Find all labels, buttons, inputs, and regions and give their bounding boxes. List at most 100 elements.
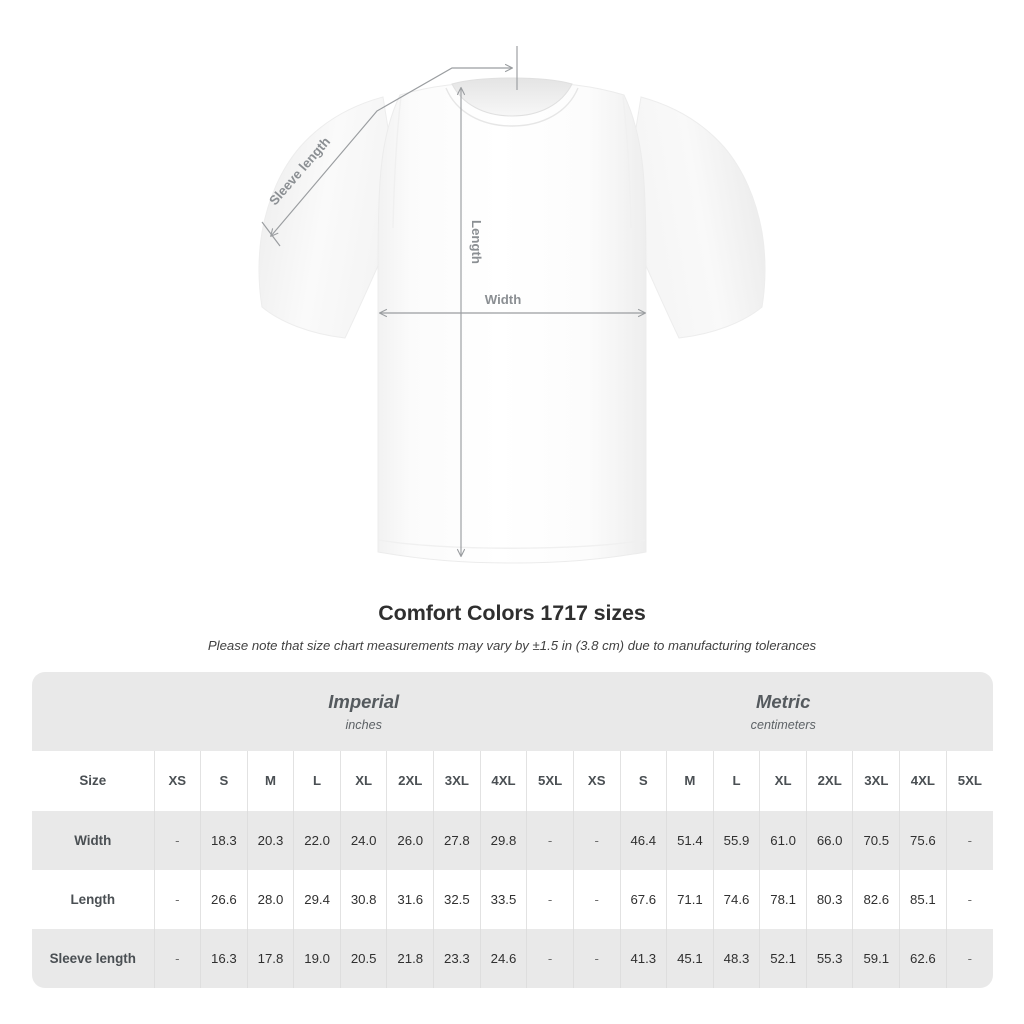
cell-length-imperial-2xl: 31.6 xyxy=(386,870,435,929)
cell-value: - xyxy=(547,891,553,907)
cell-value: 55.9 xyxy=(723,832,750,848)
cell-width-imperial-xl: 24.0 xyxy=(340,811,388,870)
size-header-xs-metric: XS xyxy=(573,751,621,811)
cell-value: 71.1 xyxy=(677,891,703,907)
cell-width-imperial-s: 18.3 xyxy=(200,811,248,870)
size-header-label: M xyxy=(264,773,276,788)
size-header-label: XL xyxy=(774,773,792,788)
size-header-m-imperial: M xyxy=(247,751,295,811)
size-header-label: XS xyxy=(168,773,187,788)
cell-width-imperial-5xl: - xyxy=(526,811,574,870)
width-label: Width xyxy=(485,292,522,307)
cell-width-metric-2xl: 66.0 xyxy=(806,811,854,870)
size-table-container: Imperial inches Metric centimeters Size XS S M L… xyxy=(32,672,993,988)
tshirt-illustration: Sleeve length Length Width xyxy=(258,46,766,564)
size-header-label: 3XL xyxy=(864,773,889,788)
size-header-2xl-metric: 2XL xyxy=(806,751,854,811)
cell-value: 29.4 xyxy=(304,891,330,907)
size-header-4xl-imperial: 4XL xyxy=(480,751,528,811)
cell-value: - xyxy=(547,832,553,848)
cell-value: 19.0 xyxy=(304,950,330,966)
cell-value: - xyxy=(967,832,973,848)
cell-length-imperial-s: 26.6 xyxy=(200,870,248,929)
cell-value: - xyxy=(594,832,599,848)
cell-value: 17.8 xyxy=(257,950,284,966)
cell-value: - xyxy=(547,950,553,966)
size-header-xs-imperial: XS xyxy=(154,751,202,811)
size-header-xl-imperial: XL xyxy=(340,751,388,811)
cell-value: 26.0 xyxy=(397,832,424,848)
length-label: Length xyxy=(469,220,484,264)
cell-width-imperial-2xl: 26.0 xyxy=(386,811,435,870)
cell-width-imperial-m: 20.3 xyxy=(247,811,295,870)
cell-sleeve-length-metric-5xl: - xyxy=(946,929,993,988)
cell-length-imperial-4xl: 33.5 xyxy=(480,870,528,929)
cell-value: - xyxy=(967,891,973,907)
cell-value: 51.4 xyxy=(677,832,703,848)
unit-band-spacer xyxy=(32,672,154,751)
cell-sleeve-length-metric-4xl: 62.6 xyxy=(899,929,947,988)
size-header-label: 2XL xyxy=(398,773,423,788)
unit-subtitle: inches xyxy=(345,717,382,732)
cell-value: - xyxy=(594,891,599,907)
table-row: Sleeve length - 16.3 17.8 19.0 20.5 21.8 23.3 24… xyxy=(32,929,993,988)
cell-sleeve-length-metric-l: 48.3 xyxy=(713,929,761,988)
size-header-label: S xyxy=(638,773,648,788)
cell-width-metric-4xl: 75.6 xyxy=(899,811,947,870)
cell-value: - xyxy=(175,832,180,848)
cell-sleeve-length-imperial-2xl: 21.8 xyxy=(386,929,435,988)
cell-width-metric-m: 51.4 xyxy=(666,811,714,870)
cell-sleeve-length-metric-2xl: 55.3 xyxy=(806,929,854,988)
cell-length-metric-s: 67.6 xyxy=(620,870,668,929)
cell-length-imperial-5xl: - xyxy=(526,870,574,929)
cell-length-metric-l: 74.6 xyxy=(713,870,761,929)
size-header-label: XS xyxy=(587,773,606,788)
cell-value: 55.3 xyxy=(816,950,843,966)
cell-width-metric-s: 46.4 xyxy=(620,811,668,870)
right-shoulder-seam xyxy=(622,95,632,229)
cell-value: 48.3 xyxy=(723,950,750,966)
row-label-text: Width xyxy=(74,832,112,848)
cell-value: 74.6 xyxy=(723,891,750,907)
sleeve-length-arrow xyxy=(270,63,514,237)
size-header-label: L xyxy=(732,773,741,788)
cell-sleeve-length-metric-m: 45.1 xyxy=(666,929,714,988)
cell-length-imperial-3xl: 32.5 xyxy=(433,870,481,929)
cell-value: 61.0 xyxy=(770,832,796,848)
row-label-width: Width xyxy=(32,811,155,870)
cell-value: 80.3 xyxy=(816,891,843,907)
size-header-l-metric: L xyxy=(713,751,761,811)
cell-length-imperial-l: 29.4 xyxy=(293,870,341,929)
unit-title: Imperial xyxy=(328,690,400,712)
row-label-sleeve-length: Sleeve length xyxy=(32,929,155,988)
size-header-m-metric: M xyxy=(666,751,714,811)
size-header-xl-metric: XL xyxy=(759,751,807,811)
cell-sleeve-length-metric-xl: 52.1 xyxy=(759,929,807,988)
cell-value: 75.6 xyxy=(910,832,936,848)
sleeve-tick-left xyxy=(261,221,281,247)
size-header-row: Size XS S M L XL 2XL 3XL 4XL 5XL XS S M L XL 2XL 3XL 4XL 5… xyxy=(32,751,993,811)
size-header-5xl-imperial: 5XL xyxy=(526,751,574,811)
size-header-label: 4XL xyxy=(910,773,935,788)
cell-length-metric-xs: - xyxy=(573,870,621,929)
cell-value: 41.3 xyxy=(630,950,657,966)
cell-value: 31.6 xyxy=(397,891,424,907)
size-header-label: S xyxy=(219,773,229,788)
size-table: Imperial inches Metric centimeters Size XS S M L… xyxy=(32,672,993,988)
size-header-label: XL xyxy=(355,773,373,788)
cell-value: 24.0 xyxy=(350,832,377,848)
cell-value: 16.3 xyxy=(211,950,237,966)
cell-value: 45.1 xyxy=(677,950,703,966)
cell-sleeve-length-metric-3xl: 59.1 xyxy=(852,929,901,988)
cell-value: 20.5 xyxy=(350,950,377,966)
unit-title: Metric xyxy=(755,690,811,712)
size-header-label: 2XL xyxy=(817,773,842,788)
cell-value: 32.5 xyxy=(444,891,470,907)
cell-value: 82.6 xyxy=(863,891,890,907)
size-column-header: Size xyxy=(32,751,155,811)
cell-length-metric-m: 71.1 xyxy=(666,870,714,929)
cell-length-metric-5xl: - xyxy=(946,870,993,929)
cell-value: 22.0 xyxy=(304,832,330,848)
cell-length-metric-xl: 78.1 xyxy=(759,870,807,929)
